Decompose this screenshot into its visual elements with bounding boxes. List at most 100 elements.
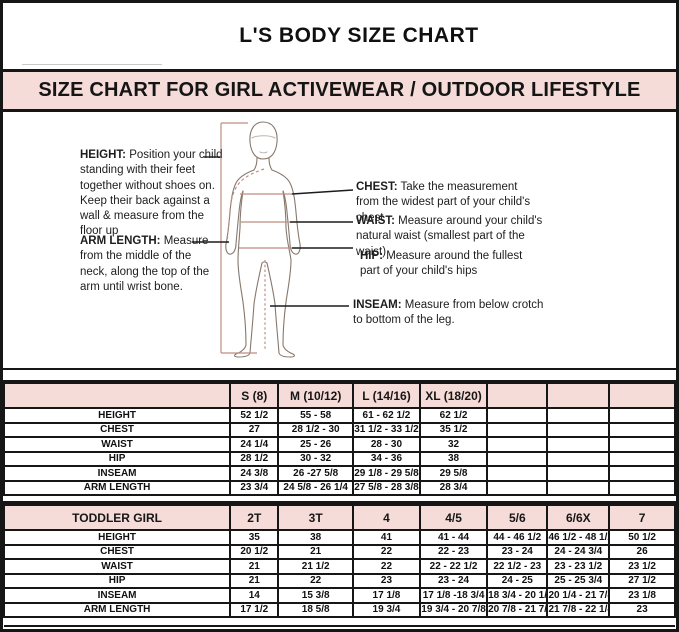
banner: SIZE CHART FOR GIRL ACTIVEWEAR / OUTDOOR… (3, 72, 676, 112)
table-row: CHEST 20 1/2 21 22 22 - 23 23 - 24 24 - 24 3/4… (3, 543, 676, 560)
size-cell: 23 1/2 (608, 558, 676, 575)
size-cell: 22 - 22 1/2 (418, 558, 489, 575)
row-label: CHEST (3, 543, 232, 560)
size-cell: 31 1/2 - 33 1/2 (351, 421, 422, 438)
column-header: XL (18/20) (418, 382, 489, 409)
column-header: 7 (608, 504, 676, 531)
size-cell (608, 407, 676, 424)
size-cell: 23 3/4 (229, 479, 280, 496)
size-cell: 17 1/2 (229, 601, 280, 618)
annotation-hip-text: Measure around the fullest part of your … (360, 250, 523, 278)
row-label: ARM LENGTH (3, 601, 232, 618)
size-cell: 38 (418, 450, 489, 467)
size-cell: 17 1/8 -18 3/4 (418, 587, 489, 604)
size-cell: 20 1/4 - 21 7/8 (546, 587, 611, 604)
size-cell: 35 (229, 529, 280, 546)
size-cell (608, 421, 676, 438)
size-cell: 29 5/8 (418, 465, 489, 482)
measurement-diagram: HEIGHT: Position your child standing wit… (3, 112, 676, 370)
column-header: 6/6X (546, 504, 611, 531)
size-cell: 25 - 25 3/4 (546, 572, 611, 589)
size-cell: 44 - 46 1/2 (486, 529, 549, 546)
size-cell: 23 (351, 572, 422, 589)
annotation-waist-text: Measure around your child's natural wais… (356, 215, 543, 258)
size-cell: 32 (418, 436, 489, 453)
size-cell (546, 407, 611, 424)
column-header: 2T (229, 504, 280, 531)
empty-row (4, 616, 675, 627)
size-cell: 19 3/4 - 20 7/8 (418, 601, 489, 618)
size-cell: 28 - 30 (351, 436, 422, 453)
size-cell: 38 (277, 529, 354, 546)
size-cell: 20 1/2 (229, 543, 280, 560)
size-cell: 18 5/8 (277, 601, 354, 618)
size-cell (608, 479, 676, 496)
size-cell: 28 1/2 - 30 (277, 421, 354, 438)
row-label: CHEST (3, 421, 232, 438)
annotation-inseam: INSEAM: Measure from below crotch to bot… (353, 298, 545, 329)
column-header: 3T (277, 504, 354, 531)
size-cell (486, 479, 549, 496)
size-cell (486, 450, 549, 467)
size-cell: 18 3/4 - 20 1/4 (486, 587, 549, 604)
row-label: INSEAM (3, 587, 232, 604)
size-cell: 46 1/2 - 48 1/2 (546, 529, 611, 546)
size-cell: 24 1/4 (229, 436, 280, 453)
column-header (546, 382, 611, 409)
size-cell: 21 7/8 - 22 1/4 (546, 601, 611, 618)
annotation-arm-length: ARM LENGTH: Measure from the middle of t… (80, 234, 212, 295)
size-cell: 24 3/8 (229, 465, 280, 482)
leader-lines (192, 156, 354, 307)
size-cell (486, 407, 549, 424)
annotation-inseam-text: Measure from below crotch to bottom of t… (353, 299, 544, 327)
annotation-hip: HIP: Measure around the fullest part of … (360, 249, 536, 280)
size-cell (608, 436, 676, 453)
size-cell: 26 -27 5/8 (277, 465, 354, 482)
size-cell: 52 1/2 (229, 407, 280, 424)
row-label: ARM LENGTH (3, 479, 232, 496)
size-cell: 27 1/2 (608, 572, 676, 589)
banner-text: SIZE CHART FOR GIRL ACTIVEWEAR / OUTDOOR… (38, 79, 641, 101)
table-row: HIP 21 22 23 23 - 24 24 - 25 25 - 25 3/4 27 1/2 (3, 572, 676, 589)
table-row: HEIGHT 35 38 41 41 - 44 44 - 46 1/2 46 1/2 - 4… (3, 529, 676, 546)
size-cell: 21 1/2 (277, 558, 354, 575)
annotation-arm-text: Measure from the middle of the neck, alo… (80, 235, 210, 293)
size-cell (546, 436, 611, 453)
toddler-girl-size-table: TODDLER GIRL 2T 3T 4 4/5 5/6 6/6X 7 HEIGHT 35 38 41… (3, 504, 676, 627)
size-cell: 22 (351, 543, 422, 560)
annotation-waist-label: WAIST: (356, 215, 395, 227)
size-cell: 41 (351, 529, 422, 546)
column-header: M (10/12) (277, 382, 354, 409)
size-cell: 21 (229, 558, 280, 575)
column-header: 4 (351, 504, 422, 531)
size-cell (486, 421, 549, 438)
size-cell: 50 1/2 (608, 529, 676, 546)
row-label: HEIGHT (3, 529, 232, 546)
annotation-waist: WAIST: Measure around your child's natur… (356, 214, 548, 260)
size-cell: 28 3/4 (418, 479, 489, 496)
size-cell: 62 1/2 (418, 407, 489, 424)
size-cell (546, 421, 611, 438)
row-label: INSEAM (3, 465, 232, 482)
blank-logo-area (20, 3, 238, 66)
size-cell (546, 465, 611, 482)
column-header: TODDLER GIRL (3, 504, 232, 531)
row-label: HIP (3, 450, 232, 467)
section-divider (3, 496, 676, 504)
size-cell (608, 465, 676, 482)
title-section: GIRL'S BODY SIZE CHART (3, 3, 676, 72)
table-row: INSEAM 24 3/8 26 -27 5/8 29 1/8 - 29 5/8 29 … (3, 465, 676, 482)
table-row: HEIGHT 52 1/2 55 - 58 61 - 62 1/2 62 1/2 (3, 407, 676, 424)
row-label: HEIGHT (3, 407, 232, 424)
column-header: S (8) (229, 382, 280, 409)
size-cell: 22 1/2 - 23 (486, 558, 549, 575)
size-cell: 21 (229, 572, 280, 589)
column-header (608, 382, 676, 409)
size-cell: 24 5/8 - 26 1/4 (277, 479, 354, 496)
annotation-height-label: HEIGHT: (80, 149, 126, 161)
girl-size-table: S (8) M (10/12) L (14/16) XL (18/20) HEIGHT 5… (3, 382, 676, 496)
column-header: 5/6 (486, 504, 549, 531)
size-cell (546, 479, 611, 496)
size-cell: 27 (229, 421, 280, 438)
